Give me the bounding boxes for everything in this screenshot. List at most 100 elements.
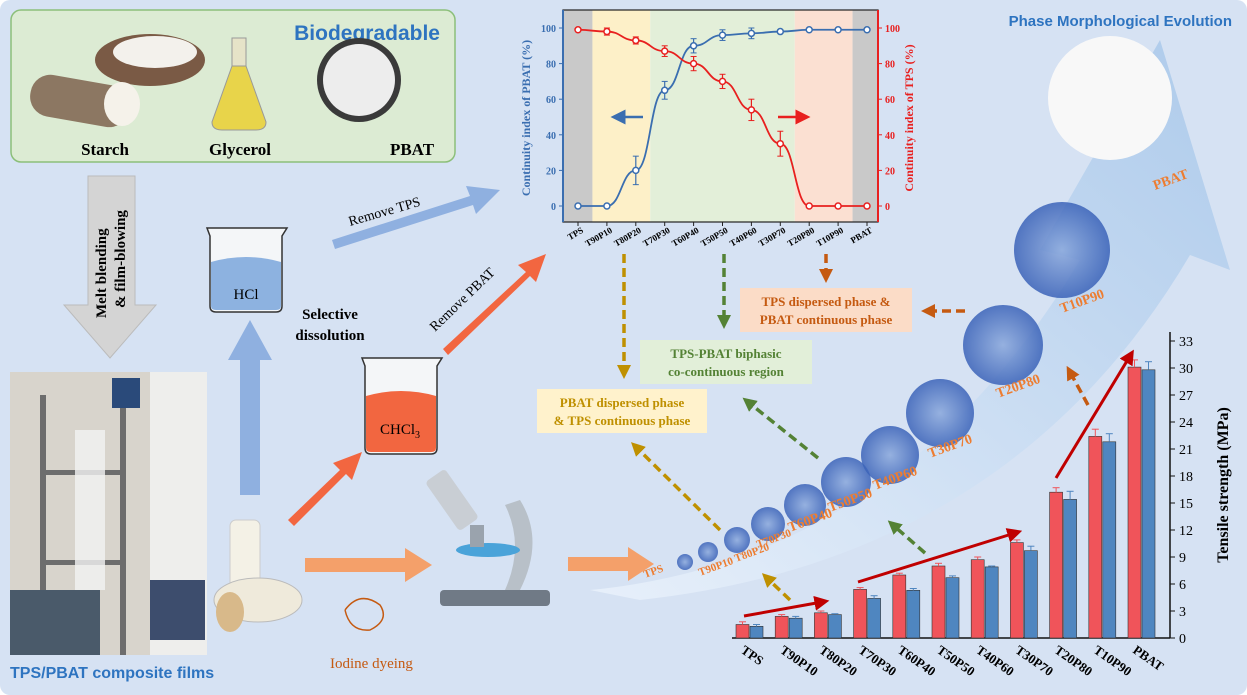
data-point [834,26,842,34]
trend-arrow [743,595,830,618]
y-tick-label: 18 [1179,470,1193,485]
y-tick-label: 33 [1179,335,1193,350]
x-tick-label: T80P20 [612,225,643,249]
hcl-label: HCl [233,287,258,303]
x-tick-label: T20P80 [786,225,817,249]
data-point [632,166,640,175]
chcl3-beaker: CHCl3 [360,357,444,455]
left-tick-label: 40 [546,131,556,142]
bar [1141,369,1156,639]
microscope-image [426,470,550,606]
bar [1049,491,1063,639]
phase-evolution-arc: TPS T90P10T80P20T70P30T60P40T50P50T40P60T… [590,36,1230,600]
x-tick-label: PBAT [849,225,874,245]
data-point [574,202,582,210]
svg-text:& TPS continuous phase: & TPS continuous phase [554,413,691,428]
bar [906,589,921,639]
pbat-label: PBAT [390,140,435,159]
svg-text:TPS dispersed phase &: TPS dispersed phase & [762,294,891,309]
right-tick-label: 100 [885,24,900,35]
x-tick-label: T30P70 [757,225,788,249]
right-tick-label: 20 [885,166,895,177]
bar [1024,550,1038,639]
bar [853,589,867,639]
morphology-circle-t90p10 [698,542,718,562]
bar [1063,499,1077,639]
left-tick-label: 20 [546,166,556,177]
melt-blending-arrow: Melt blending & film-blowing [62,175,158,359]
region-band [852,10,878,222]
evolution-title: Phase Morphological Evolution [1009,13,1232,30]
data-point [863,202,871,210]
x-tick-label: T20P80 [1052,642,1096,679]
y-tick-label: 24 [1179,416,1193,431]
region-tps-dispersed: TPS dispersed phase & PBAT continuous ph… [740,288,912,332]
bar [892,574,907,639]
selective-label-2: dissolution [295,328,365,344]
glycerol-flask-image [211,37,267,131]
x-tick-label: T10P90 [1091,642,1135,679]
morphology-circle-t80p20 [724,527,750,553]
dashed-arrows [617,254,1090,602]
data-point [805,202,813,210]
to-morphology-arrow [568,547,654,581]
remove-pbat-arrow: Remove PBAT [427,254,546,355]
right-tick-label: 0 [885,202,890,213]
bar [749,625,764,639]
up-arrow [228,320,272,495]
pbat-pellets-image [317,38,401,122]
data-point [747,29,756,38]
trend-arrow [1054,349,1134,479]
x-tick-label: PBAT [1130,642,1166,674]
region-band [794,10,853,222]
bar [735,624,750,639]
left-tick-label: 80 [546,60,556,71]
data-point [660,86,669,95]
y-tick-label: 21 [1179,443,1193,458]
data-point [776,27,785,36]
film-rolls-image [213,519,303,632]
x-tick-label: T80P20 [817,642,861,679]
x-tick-label: TPS [738,642,766,668]
melt-label-2: & film-blowing [113,210,129,308]
x-tick-label: T60P40 [670,225,701,249]
right-tick-label: 60 [885,95,895,106]
data-point [834,202,842,210]
to-microscope-arrow [305,548,432,582]
bar [1010,542,1024,639]
bar [867,598,881,639]
x-tick-label: T30P70 [1013,642,1057,679]
bar [828,614,842,639]
left-axis-label: Continuity index of PBAT (%) [519,40,533,196]
svg-text:co-continuous region: co-continuous region [668,364,784,379]
region-band [650,10,795,222]
x-tick-label: T60P40 [895,642,939,679]
y-tick-label: 3 [1179,605,1186,620]
x-tick-label: T40P60 [973,642,1017,679]
data-point [718,77,727,86]
morphology-circle-pbat [1048,36,1172,160]
trend-arrow [857,528,1023,584]
bar [945,577,960,639]
bar [788,617,803,639]
right-tick-label: 40 [885,131,895,142]
bar [1102,441,1117,639]
series-line-pbat [578,28,868,207]
left-tick-label: 100 [541,24,556,35]
svg-text:PBAT dispersed phase: PBAT dispersed phase [560,395,685,410]
bar [814,612,828,639]
materials-panel: Biodegradable Starch Glycerol PBAT [10,9,456,163]
data-point [660,47,669,55]
right-axis-label: Continuity index of TPS (%) [902,44,916,191]
films-caption: TPS/PBAT composite films [10,665,214,682]
right-tick-label: 80 [885,60,895,71]
morphology-circle-t20p80 [963,305,1043,385]
region-band [563,10,593,222]
data-point [689,42,698,50]
remove-tps-arrow: Remove TPS [332,186,500,249]
y-tick-label: 0 [1179,632,1186,647]
data-point [603,27,611,36]
data-point [574,26,582,34]
y-tick-label: 12 [1179,524,1193,539]
